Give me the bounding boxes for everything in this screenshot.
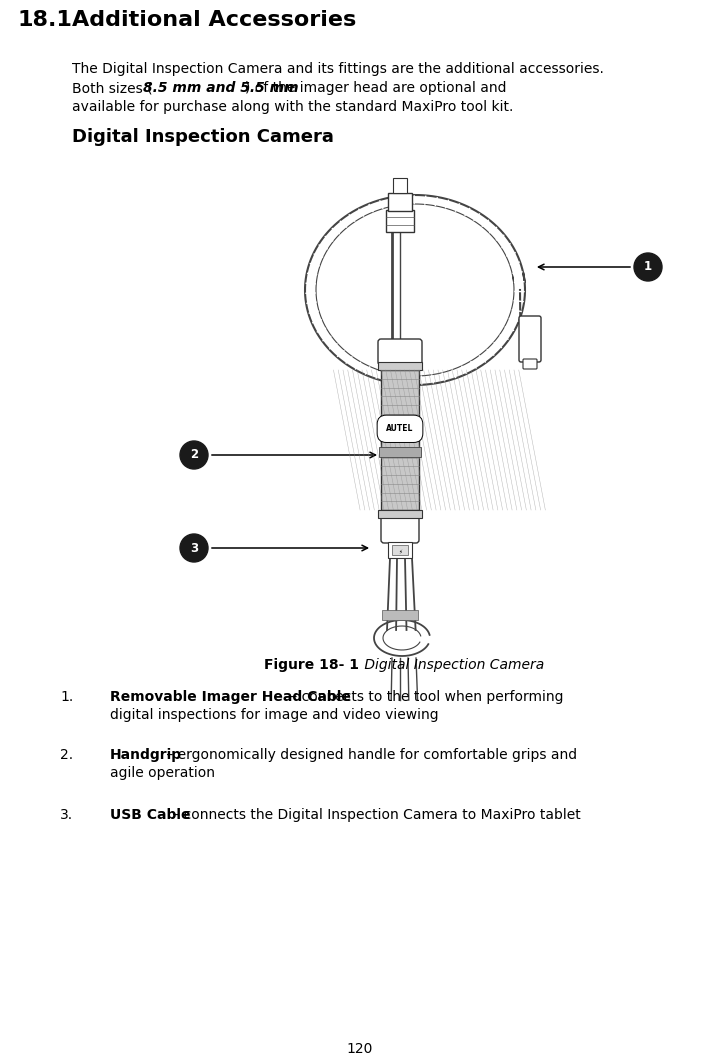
Text: Digital Inspection Camera: Digital Inspection Camera — [72, 129, 334, 145]
FancyBboxPatch shape — [523, 359, 537, 369]
Circle shape — [634, 253, 662, 281]
Text: agile operation: agile operation — [110, 766, 215, 780]
Text: 3: 3 — [190, 542, 198, 554]
Text: 18.1: 18.1 — [18, 10, 73, 30]
FancyBboxPatch shape — [519, 316, 541, 362]
Text: – connects the Digital Inspection Camera to MaxiPro tablet: – connects the Digital Inspection Camera… — [168, 808, 581, 822]
Bar — [378, 510, 422, 518]
Text: ) of the imager head are optional and: ) of the imager head are optional and — [244, 81, 506, 95]
Text: 1.: 1. — [60, 690, 73, 704]
Text: USB Cable: USB Cable — [110, 808, 191, 822]
Text: Figure 18- 1: Figure 18- 1 — [265, 658, 360, 672]
Text: 120: 120 — [347, 1042, 372, 1056]
Text: digital inspections for image and video viewing: digital inspections for image and video … — [110, 708, 439, 722]
Text: AUTEL: AUTEL — [386, 425, 413, 433]
Text: – ergonomically designed handle for comfortable grips and: – ergonomically designed handle for comf… — [162, 748, 577, 763]
Text: 1: 1 — [644, 260, 652, 274]
Bar — [382, 610, 418, 620]
Text: Handgrip: Handgrip — [110, 748, 182, 763]
Bar — [388, 542, 412, 558]
Text: 8.5 mm and 5.5 mm: 8.5 mm and 5.5 mm — [143, 81, 299, 95]
Text: Additional Accessories: Additional Accessories — [72, 10, 356, 30]
Text: Digital Inspection Camera: Digital Inspection Camera — [360, 658, 544, 672]
Bar — [381, 370, 419, 510]
Circle shape — [180, 441, 208, 469]
Text: 3.: 3. — [60, 808, 73, 822]
Text: – connects to the tool when performing: – connects to the tool when performing — [285, 690, 563, 704]
Text: ⚡: ⚡ — [398, 549, 402, 554]
Bar — [393, 178, 407, 193]
Bar — [379, 447, 421, 457]
Text: available for purchase along with the standard MaxiPro tool kit.: available for purchase along with the st… — [72, 100, 513, 114]
Text: 2.: 2. — [60, 748, 73, 763]
Bar — [386, 210, 414, 232]
FancyBboxPatch shape — [378, 339, 422, 365]
FancyBboxPatch shape — [381, 515, 419, 543]
Text: Both sizes (: Both sizes ( — [72, 81, 152, 95]
Bar — [378, 362, 422, 370]
Text: 2: 2 — [190, 448, 198, 462]
Bar — [388, 193, 412, 211]
Bar — [392, 545, 408, 555]
Text: Removable Imager Head Cable: Removable Imager Head Cable — [110, 690, 351, 704]
Text: The Digital Inspection Camera and its fittings are the additional accessories.: The Digital Inspection Camera and its fi… — [72, 62, 604, 76]
Circle shape — [180, 534, 208, 562]
